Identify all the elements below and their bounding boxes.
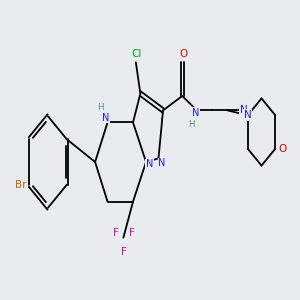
Text: Cl: Cl <box>132 49 142 59</box>
Text: F: F <box>121 247 126 257</box>
Text: H: H <box>98 103 104 112</box>
Text: H: H <box>188 120 195 129</box>
Text: O: O <box>179 49 188 59</box>
Text: N: N <box>146 159 153 170</box>
Text: F: F <box>128 228 134 238</box>
Text: N: N <box>239 105 247 116</box>
Text: N: N <box>244 110 252 120</box>
Text: O: O <box>278 144 287 154</box>
Text: N: N <box>102 112 109 123</box>
Text: Br: Br <box>15 180 27 190</box>
Text: F: F <box>113 228 118 238</box>
Text: N: N <box>158 158 166 168</box>
Text: N: N <box>192 108 200 118</box>
